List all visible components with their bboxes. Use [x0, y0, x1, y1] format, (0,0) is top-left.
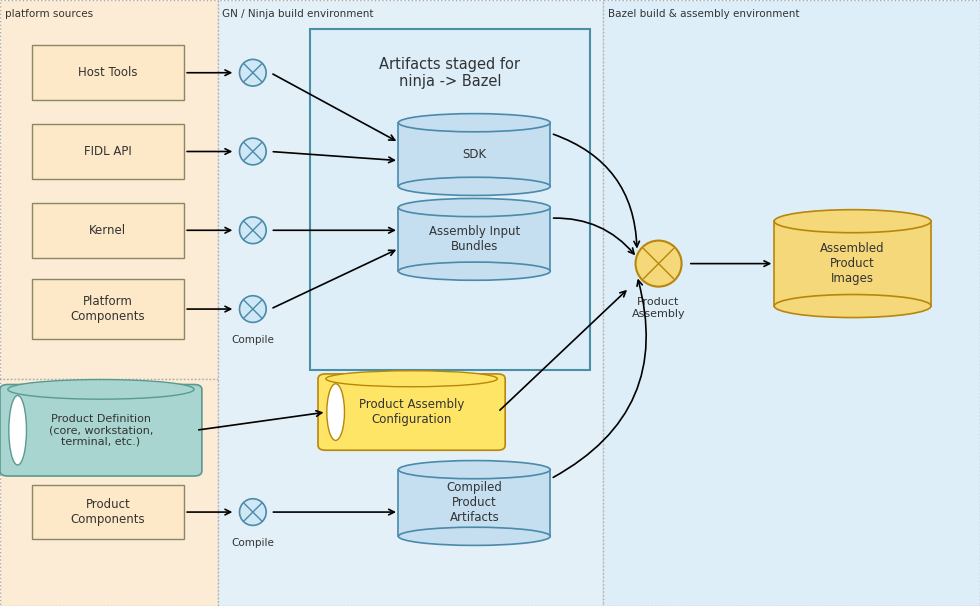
- Text: Assembled
Product
Images: Assembled Product Images: [820, 242, 885, 285]
- Bar: [31, 124, 183, 179]
- Text: Product Definition
(core, workstation,
terminal, etc.): Product Definition (core, workstation, t…: [49, 414, 153, 447]
- Text: Bazel build & assembly environment: Bazel build & assembly environment: [608, 9, 799, 19]
- Bar: [31, 279, 183, 339]
- Ellipse shape: [9, 396, 26, 465]
- Bar: [218, 0, 603, 606]
- Bar: [603, 0, 980, 606]
- Ellipse shape: [398, 199, 551, 216]
- Text: Artifacts staged for
ninja -> Bazel: Artifacts staged for ninja -> Bazel: [379, 56, 520, 89]
- FancyBboxPatch shape: [0, 384, 202, 476]
- Bar: [31, 45, 183, 100]
- Text: Product
Components: Product Components: [71, 498, 145, 526]
- Ellipse shape: [8, 379, 194, 399]
- Text: SDK: SDK: [463, 148, 486, 161]
- Ellipse shape: [239, 217, 267, 244]
- Text: Assembly Input
Bundles: Assembly Input Bundles: [428, 225, 520, 253]
- Ellipse shape: [239, 499, 267, 525]
- Text: Compile: Compile: [231, 538, 274, 548]
- FancyBboxPatch shape: [318, 374, 506, 450]
- Text: Product
Assembly: Product Assembly: [632, 297, 685, 319]
- Text: product sources: product sources: [5, 388, 88, 398]
- Ellipse shape: [239, 59, 267, 86]
- Bar: [398, 470, 550, 536]
- Ellipse shape: [398, 262, 551, 280]
- Ellipse shape: [239, 296, 267, 322]
- Bar: [398, 122, 550, 187]
- Ellipse shape: [325, 371, 497, 387]
- Text: platform sources: platform sources: [5, 9, 93, 19]
- Bar: [398, 207, 550, 271]
- Text: Compiled
Product
Artifacts: Compiled Product Artifacts: [446, 482, 503, 524]
- Ellipse shape: [398, 114, 551, 132]
- Text: GN / Ninja build environment: GN / Ninja build environment: [222, 9, 374, 19]
- Ellipse shape: [398, 461, 551, 479]
- Text: FIDL API: FIDL API: [84, 145, 131, 158]
- Ellipse shape: [774, 295, 931, 318]
- Bar: [31, 485, 183, 539]
- Bar: [0, 379, 218, 606]
- Ellipse shape: [398, 177, 551, 195]
- Text: Host Tools: Host Tools: [78, 66, 137, 79]
- Ellipse shape: [398, 527, 551, 545]
- Ellipse shape: [327, 384, 345, 441]
- Bar: [310, 29, 590, 370]
- Bar: [0, 0, 218, 379]
- Bar: [31, 203, 183, 258]
- Bar: [774, 221, 931, 306]
- Text: Platform
Components: Platform Components: [71, 295, 145, 323]
- Text: Product Assembly
Configuration: Product Assembly Configuration: [359, 398, 465, 426]
- Ellipse shape: [774, 210, 931, 233]
- Ellipse shape: [636, 241, 681, 287]
- Text: Compile: Compile: [231, 335, 274, 345]
- Text: Kernel: Kernel: [89, 224, 126, 237]
- Ellipse shape: [239, 138, 267, 165]
